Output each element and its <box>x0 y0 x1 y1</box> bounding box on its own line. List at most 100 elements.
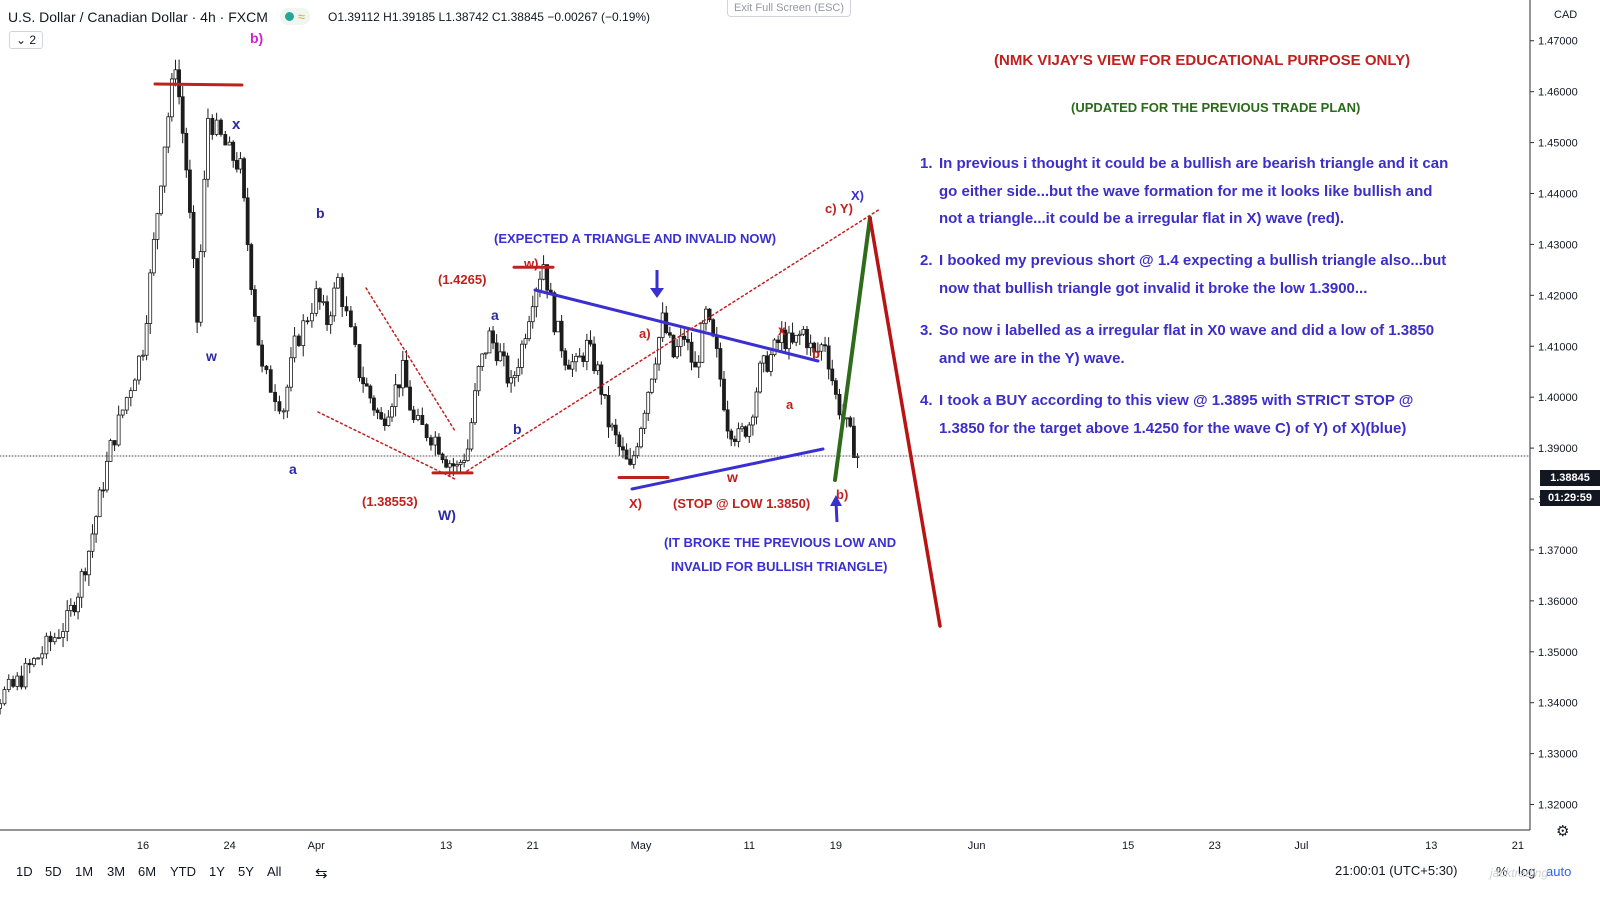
price-tick-label: 1.46000 <box>1538 87 1578 99</box>
candle-body <box>268 369 273 393</box>
candle-body <box>639 428 643 448</box>
candle-body <box>635 446 640 456</box>
price-tick-label: 1.37000 <box>1538 545 1578 557</box>
candle-body <box>285 386 290 412</box>
candle-body <box>848 417 853 427</box>
time-tick-label: 24 <box>223 840 235 852</box>
candle-body <box>148 272 153 324</box>
candle-body <box>214 119 219 135</box>
price-tick-label: 1.43000 <box>1538 239 1578 251</box>
candle-body <box>765 355 770 372</box>
candle-body <box>382 418 387 427</box>
symbol-title[interactable]: U.S. Dollar / Canadian Dollar · 4h · FXC… <box>8 8 268 25</box>
market-status[interactable]: ≈ <box>279 8 311 25</box>
percent-toggle[interactable]: % <box>1496 864 1508 879</box>
note-line: and we are in the Y) wave. <box>939 349 1125 367</box>
candle-body <box>844 417 849 420</box>
dotted-channel-line <box>466 208 881 472</box>
wave-label-X-blue: X) <box>851 188 864 203</box>
candle-body <box>44 635 49 655</box>
candle-body <box>487 330 492 354</box>
price-tick-label: 1.42000 <box>1538 290 1578 302</box>
candle-body <box>729 430 734 440</box>
candle-body <box>166 116 171 148</box>
candle-body <box>653 363 658 380</box>
timeframe-button-1d[interactable]: 1D <box>16 864 33 879</box>
time-tick-label: Jun <box>968 840 986 852</box>
candle-body <box>833 380 838 395</box>
candle-body <box>787 332 791 350</box>
candle-body <box>32 658 36 666</box>
timeframe-button-ytd[interactable]: YTD <box>170 864 196 879</box>
candle-body <box>309 312 314 322</box>
candle-body <box>15 675 20 687</box>
candle-body <box>325 301 329 325</box>
candle-body <box>79 571 84 598</box>
gear-icon[interactable]: ⚙ <box>1556 823 1570 840</box>
exit-fullscreen-button[interactable]: Exit Full Screen (ESC) <box>727 0 852 17</box>
candle-body <box>397 384 402 389</box>
log-toggle[interactable]: log <box>1518 864 1536 879</box>
candle-body <box>56 637 61 639</box>
note-line: not a triangle...it could be a irregular… <box>939 210 1345 227</box>
candle-body <box>581 355 586 362</box>
wave-label-b-paren-red: b) <box>836 487 849 502</box>
candle-body <box>523 338 528 345</box>
compare-range-icon[interactable]: ⇆ <box>315 865 328 882</box>
candle-body <box>368 385 373 399</box>
candle-body <box>292 335 297 359</box>
auto-toggle[interactable]: auto <box>1546 864 1572 879</box>
projection-green-line <box>833 216 872 482</box>
dotted-wave-line-1 <box>317 411 456 480</box>
candle-body <box>72 604 77 613</box>
bottom-toolbar: 1D 5D 1M 3M 6M YTD 1Y 5Y All ⇆ 21:00:01 (UTC+5:3… <box>0 853 1600 900</box>
candle-body <box>191 211 196 260</box>
candle-body <box>559 320 564 352</box>
candle-body <box>747 424 752 437</box>
timeframe-button-5y[interactable]: 5Y <box>238 864 254 879</box>
candle-body <box>40 653 45 659</box>
dotted-wave-line-2 <box>365 287 456 432</box>
time-tick-label: 21 <box>1512 840 1524 852</box>
triangle-upper-line <box>533 288 820 363</box>
candle-body <box>465 448 470 461</box>
timeframe-button-6m[interactable]: 6M <box>138 864 157 879</box>
candle-body <box>116 414 121 446</box>
triangle-lower-line <box>630 447 825 491</box>
currency-label[interactable]: CAD <box>1554 9 1578 21</box>
candle-body <box>696 361 701 368</box>
candle-body <box>736 428 741 442</box>
timeframe-button-all[interactable]: All <box>267 864 282 879</box>
candle-body <box>242 158 246 199</box>
candle-body <box>94 516 98 535</box>
candle-body <box>68 604 73 611</box>
candle-body <box>289 357 293 388</box>
projection-red-line <box>868 216 942 628</box>
wave-label-a-paren: a) <box>639 326 651 341</box>
timeframe-button-3m[interactable]: 3M <box>107 864 126 879</box>
candle-body <box>83 571 88 576</box>
candle-body <box>169 78 174 118</box>
note-line: I booked my previous short @ 1.4 expecti… <box>939 252 1447 269</box>
candle-body <box>743 426 748 437</box>
timeframe-button-1y[interactable]: 1Y <box>209 864 225 879</box>
candle-body <box>483 352 488 355</box>
candle-body <box>566 364 571 370</box>
indicator-count-toggle[interactable]: ⌄ 2 <box>9 31 44 49</box>
candle-body <box>469 422 474 450</box>
candle-body <box>332 287 337 317</box>
candle-body <box>321 301 326 304</box>
candle-body <box>732 438 737 442</box>
candle-body <box>617 434 622 448</box>
candle-body <box>137 355 141 381</box>
timeframe-button-5d[interactable]: 5D <box>45 864 62 879</box>
symbol-legend[interactable]: U.S. Dollar / Canadian Dollar · 4h · FXC… <box>8 8 650 25</box>
candle-body <box>124 397 129 411</box>
candle-body <box>76 596 80 613</box>
timeframe-button-1m[interactable]: 1M <box>75 864 94 879</box>
candle-body <box>815 350 820 353</box>
clock-display[interactable]: 21:00:01 (UTC+5:30) <box>1335 863 1458 878</box>
candle-body <box>245 197 250 246</box>
candle-body <box>588 339 593 345</box>
